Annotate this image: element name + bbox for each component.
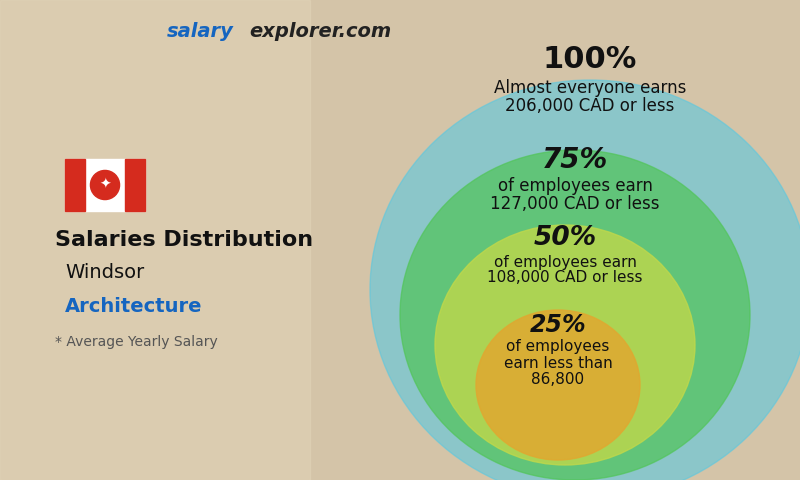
Text: of employees: of employees [506, 339, 610, 355]
Text: Windsor: Windsor [65, 263, 144, 281]
Text: Architecture: Architecture [65, 297, 202, 315]
Text: 127,000 CAD or less: 127,000 CAD or less [490, 195, 660, 213]
Bar [65, 159, 85, 211]
Text: * Average Yearly Salary: * Average Yearly Salary [55, 335, 218, 349]
Text: 100%: 100% [543, 46, 637, 74]
Text: Salaries Distribution: Salaries Distribution [55, 230, 313, 250]
Text: 108,000 CAD or less: 108,000 CAD or less [487, 271, 642, 286]
Ellipse shape [435, 225, 695, 465]
Bar [0, 0, 310, 480]
Ellipse shape [370, 80, 800, 480]
Text: 25%: 25% [530, 313, 586, 337]
Text: 75%: 75% [542, 146, 608, 174]
Text: explorer.com: explorer.com [249, 22, 391, 41]
Text: ✦: ✦ [99, 178, 111, 192]
Text: 206,000 CAD or less: 206,000 CAD or less [506, 97, 674, 115]
Text: salary: salary [166, 22, 234, 41]
Ellipse shape [476, 310, 640, 460]
Text: earn less than: earn less than [504, 356, 612, 371]
Bar [125, 159, 145, 211]
Text: 50%: 50% [534, 225, 597, 251]
Text: of employees earn: of employees earn [494, 254, 637, 269]
Ellipse shape [400, 150, 750, 480]
Text: Almost everyone earns: Almost everyone earns [494, 79, 686, 97]
Text: of employees earn: of employees earn [498, 177, 653, 195]
Text: 86,800: 86,800 [531, 372, 585, 386]
Bar [65, 159, 145, 211]
Circle shape [90, 170, 119, 200]
